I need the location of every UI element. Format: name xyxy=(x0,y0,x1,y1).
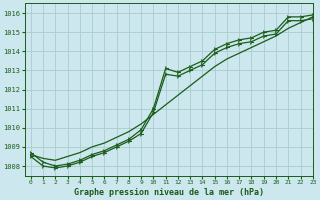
X-axis label: Graphe pression niveau de la mer (hPa): Graphe pression niveau de la mer (hPa) xyxy=(74,188,264,197)
